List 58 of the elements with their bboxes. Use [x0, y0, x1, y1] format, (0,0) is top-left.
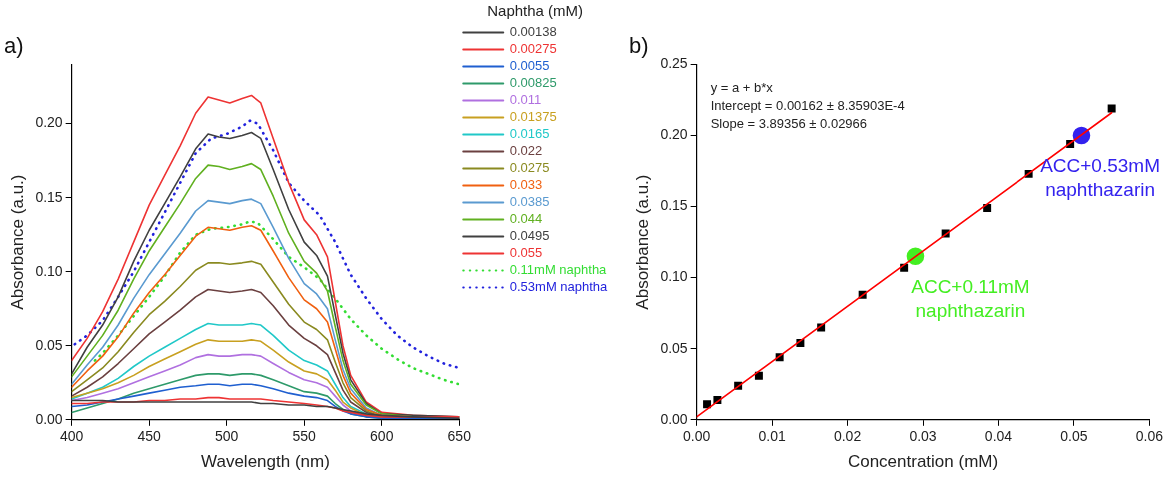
y-tick-label: 0.20 [660, 126, 688, 143]
x-tick-label: 600 [370, 428, 394, 445]
y-tick-label: 0.10 [35, 262, 63, 279]
x-tick-label: 0.01 [758, 428, 786, 445]
y-tick-label: 0.15 [660, 197, 688, 214]
chart-title: b) [629, 33, 649, 59]
point [703, 400, 712, 409]
x-tick-label: 0.05 [1060, 428, 1088, 445]
legend-label: 0.0385 [509, 194, 550, 210]
legend-label: 0.53mM naphtha [509, 279, 609, 295]
y-tick-label: 0.05 [35, 336, 63, 353]
y-tick-label: 0.25 [660, 55, 688, 72]
x-tick-label: 500 [215, 428, 239, 445]
legend-label: 0.033 [509, 177, 543, 193]
x-tick-label: 0.00 [683, 428, 711, 445]
legend-label: 0.0055 [509, 58, 550, 74]
point [983, 204, 992, 212]
y-tick-label: 0.20 [35, 114, 63, 131]
y-tick-label: 0.05 [660, 339, 688, 356]
x-axis-title: Wavelength (nm) [201, 452, 330, 472]
annotation: ACC+0.53mM naphthazarin [1040, 155, 1161, 201]
x-tick-label: 550 [292, 428, 317, 445]
legend-label: 0.022 [509, 143, 543, 159]
annotation: Intercept = 0.00162 ± 8.35903E-4 [710, 98, 905, 114]
x-tick-label: 0.03 [909, 428, 937, 445]
legend-label: 0.011 [509, 92, 542, 108]
point [1107, 104, 1116, 113]
x-tick-label: 0.04 [984, 428, 1013, 445]
y-tick-label: 0.00 [660, 410, 688, 427]
legend-label: 0.00825 [509, 75, 557, 91]
x-axis-title: Concentration (mM) [847, 452, 999, 472]
y-tick-label: 0.10 [660, 268, 688, 285]
legend-label: 0.11mM naphtha [509, 262, 608, 278]
x-tick-label: 400 [59, 428, 84, 445]
x-tick-label: 0.02 [833, 428, 862, 445]
legend-label: 0.044 [509, 211, 543, 227]
y-axis-title: Absorbance (a.u.) [7, 174, 27, 310]
legend-label: 0.0275 [509, 160, 550, 176]
legend-label: 0.0495 [509, 228, 550, 244]
legend-label: 0.0165 [509, 126, 550, 142]
legend-title: Naphtha (mM) [487, 1, 584, 19]
line-series [93, 220, 460, 386]
y-tick-label: 0.15 [35, 188, 63, 205]
x-tick-label: 0.06 [1135, 428, 1164, 445]
point [754, 371, 763, 380]
annotation: Slope = 3.89356 ± 0.02966 [710, 116, 868, 132]
chart-title: a) [4, 33, 24, 59]
y-axis-title: Absorbance (a.u.) [632, 174, 652, 310]
legend-label: 0.00275 [509, 41, 557, 57]
legend-label: 0.01375 [509, 109, 557, 125]
annotation: y = a + b*x [710, 80, 774, 96]
x-tick-label: 650 [447, 428, 472, 445]
x-tick-label: 450 [137, 428, 162, 445]
line-series [73, 119, 460, 370]
legend-label: 0.00138 [509, 24, 557, 40]
annotation: ACC+0.11mM naphthazarin [911, 276, 1030, 322]
legend-label: 0.055 [509, 245, 543, 261]
y-tick-label: 0.00 [35, 410, 63, 427]
